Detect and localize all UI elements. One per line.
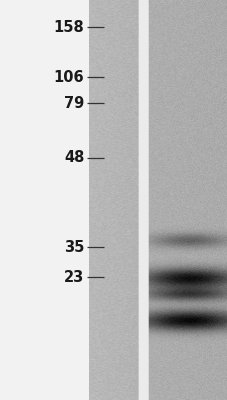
Text: 158: 158 [53,20,84,35]
Bar [0,0,89,400]
Text: 106: 106 [54,70,84,85]
Text: 35: 35 [64,240,84,255]
Text: 23: 23 [64,270,84,285]
Text: 48: 48 [64,150,84,166]
Text: 79: 79 [64,96,84,111]
